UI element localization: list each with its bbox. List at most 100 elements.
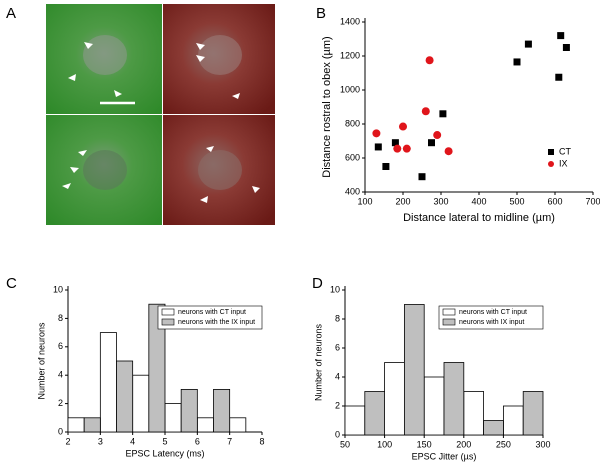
point xyxy=(425,56,434,65)
legend-box xyxy=(438,305,544,330)
y-tick-label: 8 xyxy=(58,313,63,323)
x-tick-label: 200 xyxy=(395,196,410,206)
bar xyxy=(403,304,425,436)
panel-label: A xyxy=(6,5,16,22)
bar xyxy=(196,417,214,433)
cell xyxy=(198,35,242,75)
legend-label: neurons with CT input xyxy=(459,309,527,316)
x-tick-label: 150 xyxy=(417,439,432,449)
cell xyxy=(83,150,127,190)
x-tick-label: 5 xyxy=(162,436,167,446)
x-tick-label: 8 xyxy=(259,436,264,446)
y-tick-label: 10 xyxy=(330,284,340,294)
y-tick-label: 1000 xyxy=(340,84,360,94)
y-tick-label: 6 xyxy=(335,342,340,352)
y-tick-label: 0 xyxy=(335,429,340,439)
point xyxy=(391,139,399,147)
legend-box xyxy=(157,305,263,330)
point xyxy=(513,58,521,66)
legend-marker xyxy=(548,149,554,155)
bar xyxy=(483,420,504,436)
y-axis-title: Distance rostral to obex (µm) xyxy=(321,36,333,177)
x-tick-label: 4 xyxy=(130,436,135,446)
y-axis-title: Number of neurons xyxy=(36,322,46,400)
legend-label: neurons with CT input xyxy=(178,309,246,316)
point xyxy=(555,73,563,81)
x-tick-label: 200 xyxy=(456,439,471,449)
panel-label: D xyxy=(312,275,323,292)
x-tick-label: 300 xyxy=(433,196,448,206)
bar xyxy=(522,391,544,436)
legend-swatch xyxy=(161,308,175,316)
legend-label: IX xyxy=(559,158,568,168)
point xyxy=(444,147,453,156)
bar xyxy=(180,388,198,433)
x-tick-label: 3 xyxy=(98,436,103,446)
point xyxy=(439,110,447,118)
x-tick-label: 500 xyxy=(509,196,524,206)
point xyxy=(428,139,435,147)
x-tick-label: 6 xyxy=(195,436,200,446)
y-tick-label: 8 xyxy=(335,313,340,323)
point xyxy=(557,32,565,40)
y-tick-label: 4 xyxy=(335,371,340,381)
x-axis-title: Distance lateral to midline (µm) xyxy=(403,212,555,224)
bar xyxy=(67,417,85,433)
panel-label: B xyxy=(316,5,326,22)
y-tick-label: 1200 xyxy=(340,50,360,60)
x-tick-label: 250 xyxy=(496,439,511,449)
point xyxy=(402,144,411,153)
bar xyxy=(423,376,445,436)
point xyxy=(418,173,426,181)
panel-label: C xyxy=(6,275,17,292)
x-tick-label: 300 xyxy=(535,439,550,449)
bar xyxy=(99,332,117,433)
x-tick-label: 100 xyxy=(377,439,392,449)
y-tick-label: 2 xyxy=(58,398,63,408)
point xyxy=(433,131,442,140)
bar xyxy=(502,405,524,436)
x-tick-label: 700 xyxy=(585,196,600,206)
legend-swatch xyxy=(442,318,456,326)
micrographs xyxy=(46,4,275,225)
y-tick-label: 400 xyxy=(345,186,360,196)
y-tick-label: 600 xyxy=(345,152,360,162)
legend-label: neurons with the IX input xyxy=(178,319,255,326)
y-tick-label: 800 xyxy=(345,118,360,128)
x-tick-label: 400 xyxy=(471,196,486,206)
bar xyxy=(148,303,166,433)
bar xyxy=(463,391,484,436)
point xyxy=(372,129,381,138)
x-tick-label: 7 xyxy=(227,436,232,446)
y-tick-label: 0 xyxy=(58,426,63,436)
bar xyxy=(132,374,150,433)
point xyxy=(374,143,382,151)
bar xyxy=(83,417,101,433)
x-tick-label: 100 xyxy=(357,196,372,206)
point xyxy=(393,144,402,153)
x-tick-label: 600 xyxy=(547,196,562,206)
y-tick-label: 6 xyxy=(58,341,63,351)
cell xyxy=(83,35,127,75)
point xyxy=(399,122,407,131)
x-tick-label: 2 xyxy=(65,436,70,446)
bar xyxy=(213,388,231,433)
y-tick-label: 1400 xyxy=(340,16,360,26)
bar xyxy=(116,360,134,433)
y-axis-title: Number of neurons xyxy=(313,323,323,401)
bar xyxy=(229,417,247,433)
cell xyxy=(198,150,242,190)
y-tick-label: 10 xyxy=(53,284,63,294)
bar xyxy=(364,391,385,436)
legend-marker xyxy=(548,161,554,167)
legend-swatch xyxy=(442,308,456,316)
arrowheads xyxy=(62,42,260,203)
x-axis-title: EPSC Jitter (µs) xyxy=(412,451,477,461)
x-axis-title: EPSC Latency (ms) xyxy=(125,448,204,458)
bar xyxy=(344,405,366,436)
legend-label: neurons with IX input xyxy=(459,319,524,326)
point xyxy=(421,107,430,116)
legend-label: CT xyxy=(559,146,571,156)
bar xyxy=(384,362,405,436)
